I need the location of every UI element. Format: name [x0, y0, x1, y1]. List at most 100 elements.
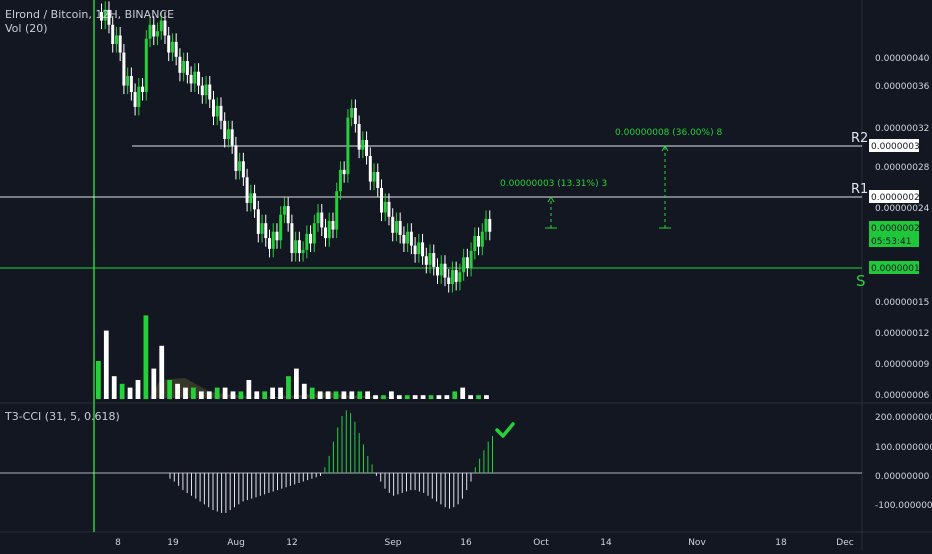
candle-body [465, 257, 469, 268]
indicator-tick-label: 100.00000000 [875, 443, 932, 453]
volume-bar [119, 383, 125, 399]
candle-body [331, 221, 335, 230]
volume-bar [214, 387, 220, 399]
time-tick-label: 12 [286, 538, 297, 548]
target-label-bg [612, 126, 718, 139]
time-tick-label: Aug [227, 538, 245, 548]
candle-body [170, 41, 174, 53]
candle-body [383, 201, 387, 213]
price-tick-label: 0.00000024 [875, 204, 930, 214]
candle-body [394, 221, 398, 233]
candle-body [204, 84, 208, 96]
price-tick-label: 0.00000015 [875, 298, 929, 308]
volume-bar [444, 395, 450, 399]
candle-body [391, 216, 395, 233]
candle-body [361, 140, 365, 150]
volume-bar [341, 391, 347, 399]
candle-body [398, 221, 402, 235]
volume-bar [460, 387, 466, 399]
candle-body [241, 161, 245, 178]
candle-body [212, 99, 215, 117]
target-arrow-head [547, 196, 555, 203]
price-tick-label: 0.00000040 [875, 54, 930, 64]
candle-body [342, 169, 346, 175]
candle-body [249, 193, 253, 203]
volume-bar [436, 395, 442, 399]
volume-bar [183, 387, 188, 399]
candle-body [372, 172, 376, 182]
candle-body [193, 71, 197, 84]
candle-body [197, 71, 201, 86]
candle-body [406, 231, 410, 244]
candle-body [275, 231, 279, 241]
price-marker-label: 0.00000018 [871, 264, 926, 274]
candle-body [126, 76, 130, 86]
volume-bar [151, 368, 157, 399]
candle-body [301, 249, 305, 254]
volume-bar [246, 380, 252, 399]
candle-body [312, 223, 316, 244]
candle-body [148, 24, 152, 39]
time-tick-label: 16 [460, 538, 472, 548]
candle-body [387, 201, 391, 217]
candle-body [368, 156, 372, 182]
candle-body [178, 56, 182, 73]
price-marker-box [869, 221, 919, 234]
candle-body [103, 9, 107, 21]
candle-body [353, 108, 357, 124]
price-marker-box [869, 234, 919, 247]
price-tick-label: 0.00000036 [875, 82, 930, 92]
candle-body [324, 227, 327, 239]
candle-body [488, 218, 492, 232]
candle-body [409, 231, 413, 246]
candle-body [189, 74, 193, 84]
time-tick-label: Sep [385, 538, 402, 548]
price-marker-label: 0.00000022 [871, 224, 925, 234]
volume-bar [222, 387, 228, 399]
candle-body [439, 263, 443, 276]
time-tick-label: Nov [688, 538, 706, 548]
candle-body [316, 212, 320, 224]
candle-body [271, 231, 275, 249]
candle-body [335, 191, 339, 230]
candle-body [174, 41, 178, 57]
indicator-tick-label: 200.00000000 [875, 413, 932, 423]
volume-bar [206, 391, 212, 399]
candle-body [234, 145, 238, 171]
volume-bar [476, 395, 481, 399]
candle-body [129, 76, 133, 92]
volume-bar [301, 383, 307, 399]
level-label-r2: R2 [851, 131, 868, 146]
volume-bar [159, 345, 165, 399]
volume-bar [412, 395, 418, 399]
volume-bar [198, 391, 204, 399]
candle-body [215, 105, 219, 117]
indicator-label: T3-CCI (31, 5, 0.618) [5, 410, 120, 423]
candle-body [421, 242, 425, 257]
candle-body [107, 9, 111, 25]
candle-body [282, 206, 286, 215]
volume-bar [428, 395, 434, 399]
target-label: 0.00000008 (36.00%) 8 [615, 128, 722, 138]
candle-body [118, 35, 122, 53]
price-marker-box [869, 139, 919, 152]
volume-bar [325, 391, 331, 399]
volume-bar [420, 395, 426, 399]
volume-bar [262, 391, 268, 399]
candle-body [376, 172, 380, 188]
candle-body [156, 31, 159, 37]
candle-body [245, 177, 249, 203]
candle-body [297, 240, 301, 254]
candle-body [294, 240, 298, 254]
candle-body [230, 129, 234, 146]
volume-bar [294, 368, 299, 399]
price-tick-label: 0.00000012 [875, 329, 929, 339]
candle-body [473, 236, 477, 251]
price-tick-label: 0.00000028 [875, 163, 930, 173]
volume-bar [349, 391, 355, 399]
candle-body [253, 193, 257, 210]
candle-body [432, 253, 436, 267]
price-tick-label: 0.00000006 [875, 391, 930, 401]
